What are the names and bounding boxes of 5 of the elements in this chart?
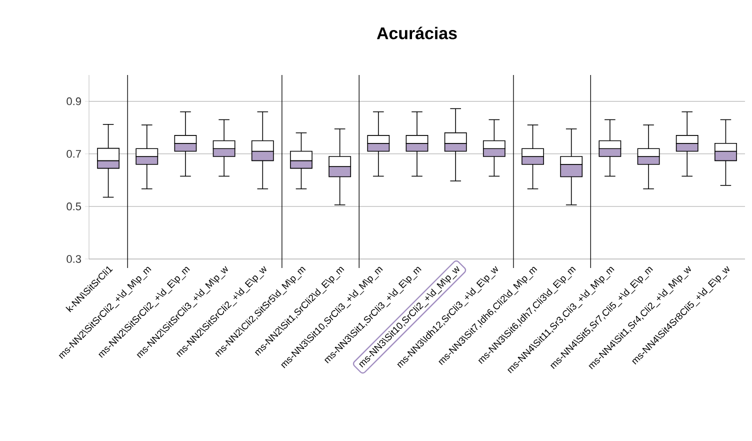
y-tick-label: 0.3 xyxy=(66,255,81,263)
y-tick-label: 0.7 xyxy=(66,150,81,158)
chart-title: Acurácias xyxy=(376,26,457,40)
y-tick-label: 0.5 xyxy=(66,202,82,210)
y-tick-label: 0.9 xyxy=(66,97,81,106)
